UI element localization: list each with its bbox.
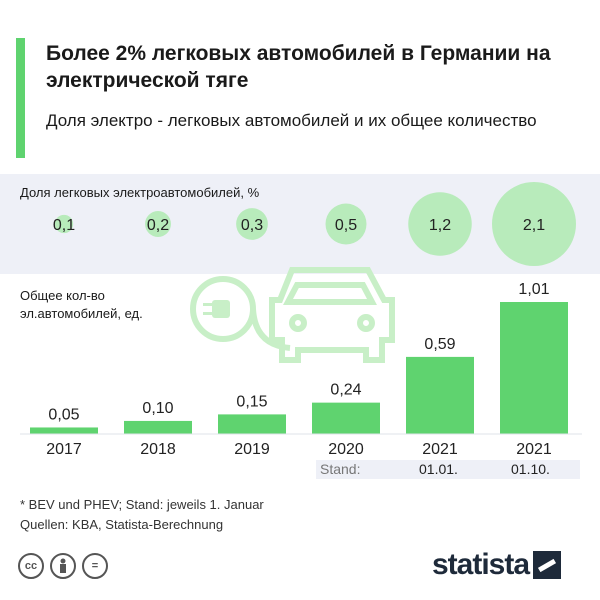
car-body — [269, 267, 395, 363]
share-bubble — [236, 208, 268, 240]
year-tick-label: 2020 — [328, 441, 364, 458]
license-icons: cc = — [18, 553, 108, 579]
car-headlight-left — [289, 314, 307, 332]
share-bubble — [325, 203, 367, 245]
footnote: * BEV und PHEV; Stand: jeweils 1. Januar — [20, 497, 264, 512]
count-value-label: 0,05 — [48, 406, 79, 423]
accent-bar — [16, 38, 25, 158]
count-bar — [312, 402, 380, 434]
count-bar — [218, 414, 286, 434]
share-value-label: 1,2 — [429, 217, 451, 234]
year-tick-label: 2021 — [516, 441, 552, 458]
stand-date-1: 01.01. — [419, 461, 458, 477]
count-bar — [30, 427, 98, 434]
share-value-label: 0,1 — [53, 217, 75, 234]
share-bubbles: 0,1 0,2 0,3 0,5 1,2 2,1 — [53, 182, 576, 266]
car-windshield — [283, 282, 377, 305]
logo-text: statista — [432, 548, 530, 581]
stand-date-2: 01.10. — [511, 461, 550, 477]
chart-title: Более 2% легковых автомобилей в Германии… — [46, 42, 551, 92]
count-value-label: 0,15 — [236, 393, 267, 410]
year-tick-label: 2018 — [140, 441, 176, 458]
equals-icon[interactable]: = — [82, 553, 108, 579]
stand-band — [316, 460, 580, 479]
count-value-label: 0,10 — [142, 400, 173, 417]
share-bubble — [145, 211, 171, 237]
plug-icon — [203, 300, 230, 318]
share-bubble — [408, 192, 472, 256]
by-icon[interactable] — [50, 553, 76, 579]
share-bubble — [492, 182, 576, 266]
count-bar — [406, 356, 474, 434]
share-value-label: 0,3 — [241, 217, 263, 234]
share-value-label: 0,2 — [147, 217, 169, 234]
count-value-label: 1,01 — [518, 281, 549, 298]
share-value-label: 0,5 — [335, 217, 357, 234]
ev-car-icon — [190, 267, 395, 363]
count-value-label: 0,24 — [330, 382, 361, 399]
year-tick-label: 2021 — [422, 441, 458, 458]
count-bar — [500, 302, 568, 434]
share-bubble — [54, 214, 74, 234]
count-bar — [124, 420, 192, 434]
chart-subtitle: Доля электро - легковых автомобилей и их… — [46, 111, 537, 130]
statista-logo[interactable]: statista — [432, 548, 562, 582]
year-tick-label: 2019 — [234, 441, 270, 458]
share-value-label: 2,1 — [523, 217, 545, 234]
year-tick-label: 2017 — [46, 441, 82, 458]
count-value-label: 0,59 — [424, 336, 455, 353]
source-note: Quellen: KBA, Statista-Berechnung — [20, 517, 224, 532]
logo-mark-icon — [533, 551, 562, 579]
cc-icon[interactable]: cc — [18, 553, 44, 579]
stand-label: Stand: — [320, 461, 361, 477]
count-bars: 0,05 2017 0,10 2018 0,15 2019 0,24 2020 0,59 2021… — [30, 281, 568, 458]
share-label: Доля легковых электроавтомобилей, % — [20, 185, 260, 200]
count-label: Общее кол-во эл.автомобилей, ед. — [20, 288, 143, 321]
car-headlight-right — [357, 314, 375, 332]
